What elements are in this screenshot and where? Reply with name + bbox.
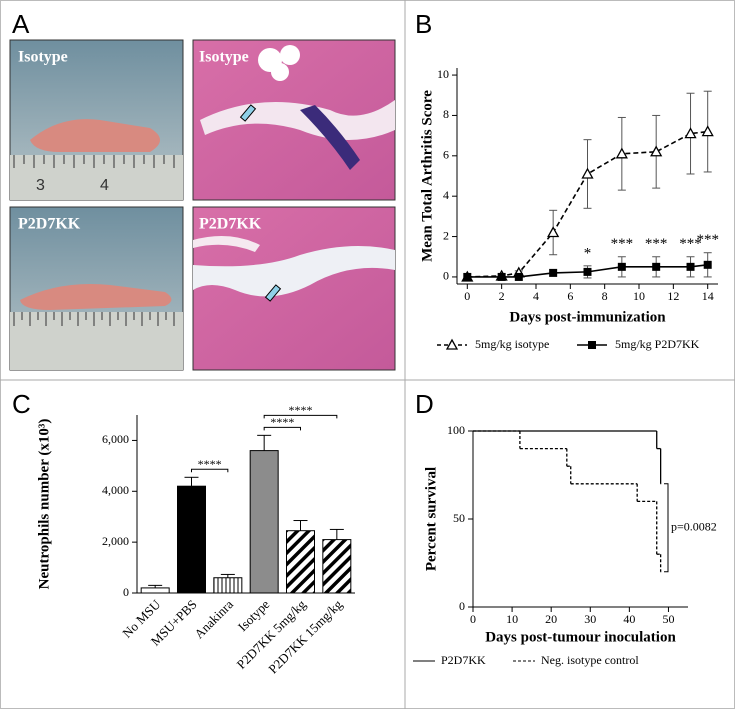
marker (650, 145, 663, 157)
legend-marker (445, 338, 459, 350)
y-tick-label: 0 (459, 599, 465, 613)
significance-bracket (263, 414, 338, 419)
y-tick-label: 4,000 (102, 483, 129, 497)
y-tick-label: 6 (443, 148, 449, 162)
marker (703, 260, 712, 269)
significance-label: **** (270, 415, 294, 429)
y-tick-label: 100 (447, 423, 465, 437)
bar (249, 450, 279, 594)
legend-label: 5mg/kg P2D7KK (615, 337, 700, 351)
x-axis-label: Days post-immunization (509, 309, 666, 325)
y-tick-label: 10 (437, 67, 449, 81)
bar (213, 577, 243, 594)
x-tick-label: 40 (623, 612, 635, 626)
panel-letter: C (12, 389, 31, 419)
y-tick-label: 4 (443, 188, 449, 202)
x-tick-label: 6 (567, 289, 573, 303)
annotation: *** (696, 232, 719, 248)
significance-bracket (191, 468, 229, 473)
marker (615, 147, 628, 159)
x-tick-label: 30 (584, 612, 596, 626)
x-tick-label: 4 (533, 289, 539, 303)
y-tick-label: 50 (453, 511, 465, 525)
legend-label: P2D7KK (441, 653, 486, 667)
y-axis-label: Percent survival (423, 467, 439, 571)
photo: Isotype 3 4 (9, 39, 184, 201)
photo: P2D7KK (9, 206, 184, 371)
photo: Isotype (192, 39, 396, 201)
y-tick-label: 6,000 (102, 432, 129, 446)
annotation: *** (679, 236, 702, 252)
panel-letter: B (415, 9, 432, 39)
photo-label: P2D7KK (199, 216, 262, 233)
x-tick-label: 14 (702, 289, 714, 303)
marker (497, 272, 506, 281)
annotation: *** (611, 236, 634, 252)
x-tick-label: 0 (464, 289, 470, 303)
annotation: *** (645, 236, 668, 252)
x-tick-label: 10 (633, 289, 645, 303)
marker (549, 268, 558, 277)
legend-label: 5mg/kg isotype (475, 337, 549, 351)
ruler-label: 4 (100, 177, 109, 194)
bar (140, 587, 170, 594)
y-axis-label: Mean Total Arthritis Score (419, 90, 435, 262)
bar (286, 530, 315, 594)
significance-bracket (263, 426, 301, 431)
photo: P2D7KK (192, 206, 396, 371)
p-value: p=0.0082 (671, 520, 717, 534)
x-tick-label: 50 (662, 612, 674, 626)
marker (686, 262, 695, 271)
panel-letter: D (415, 389, 434, 419)
annotation: * (584, 245, 592, 261)
x-tick-label: 20 (545, 612, 557, 626)
y-tick-label: 0 (443, 269, 449, 283)
p-bracket (664, 483, 669, 573)
x-tick-label: 12 (667, 289, 679, 303)
legend-label: Neg. isotype control (541, 653, 639, 667)
marker (701, 125, 714, 137)
ruler-label: 3 (36, 177, 45, 194)
significance-label: **** (289, 403, 313, 417)
x-axis-label: Days post-tumour inoculation (485, 629, 676, 645)
y-axis-label: Neutrophils number (x10³) (36, 419, 52, 590)
y-tick-label: 2 (443, 228, 449, 242)
marker (583, 267, 592, 276)
significance-label: **** (198, 457, 222, 471)
marker (684, 127, 697, 139)
y-tick-label: 0 (123, 585, 129, 599)
photo-label: Isotype (18, 49, 68, 66)
legend-marker (588, 341, 596, 349)
panel-letter: A (12, 9, 30, 39)
photo-label: Isotype (199, 49, 249, 66)
marker (581, 167, 594, 179)
marker (617, 262, 626, 271)
marker (652, 262, 661, 271)
x-tick-label: 8 (602, 289, 608, 303)
x-tick-label: 2 (499, 289, 505, 303)
x-tick-label: 0 (470, 612, 476, 626)
marker (514, 272, 523, 281)
y-tick-label: 2,000 (102, 534, 129, 548)
panel-a: A Isotype 3 4 Isotype P2D7KK (9, 9, 396, 371)
bar (177, 485, 206, 594)
y-tick-label: 8 (443, 107, 449, 121)
x-tick-label: 10 (506, 612, 518, 626)
photo-label: P2D7KK (18, 216, 81, 233)
marker (463, 272, 472, 281)
bar (322, 539, 352, 594)
marker (547, 226, 560, 238)
